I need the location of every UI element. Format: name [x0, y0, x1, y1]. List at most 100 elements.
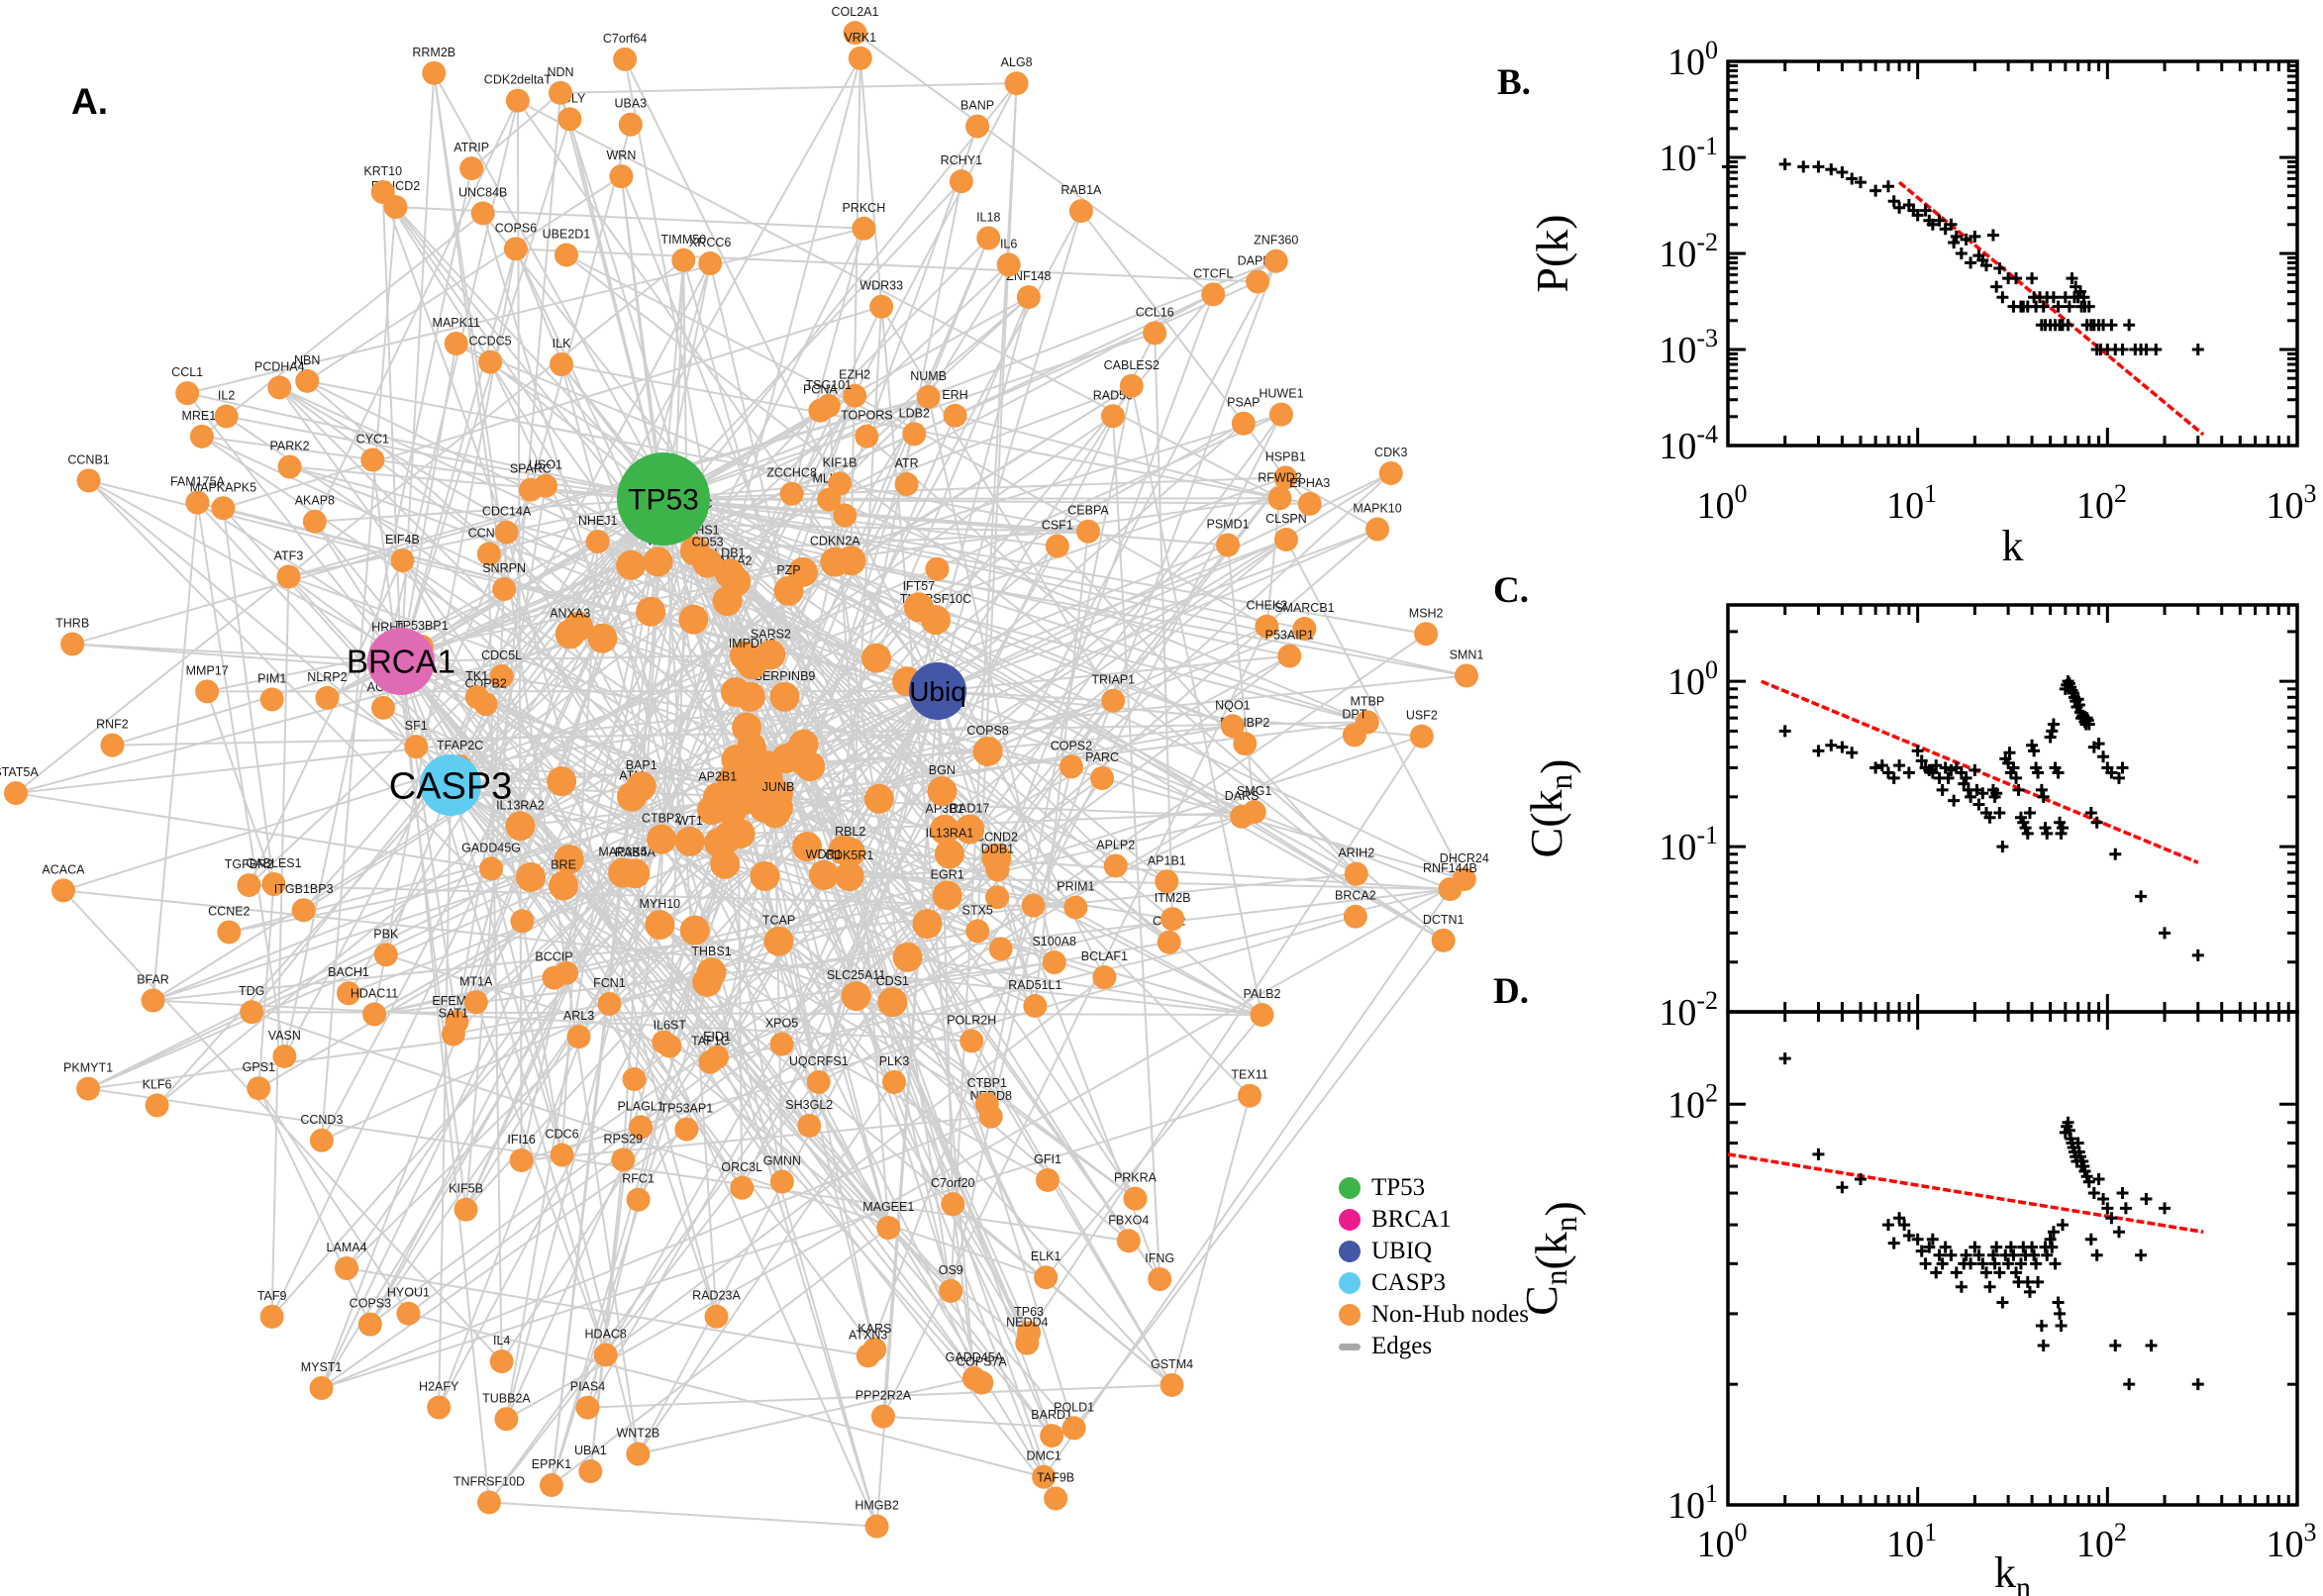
- network-node[interactable]: [965, 919, 990, 944]
- network-node[interactable]: [441, 1022, 465, 1047]
- network-node[interactable]: [608, 857, 639, 888]
- network-node[interactable]: [626, 771, 656, 802]
- network-node[interactable]: [1242, 800, 1266, 825]
- network-node[interactable]: [698, 1049, 723, 1074]
- network-node[interactable]: [731, 712, 761, 743]
- network-node[interactable]: [60, 632, 85, 656]
- network-node[interactable]: [309, 1128, 334, 1152]
- network-node[interactable]: [769, 1032, 794, 1056]
- network-node[interactable]: [616, 549, 647, 580]
- network-node[interactable]: [76, 1076, 101, 1101]
- network-node[interactable]: [943, 403, 967, 428]
- network-node[interactable]: [941, 1192, 965, 1217]
- network-node[interactable]: [373, 943, 398, 967]
- network-node[interactable]: [476, 542, 501, 566]
- network-node[interactable]: [1365, 517, 1390, 542]
- network-node[interactable]: [1116, 1229, 1141, 1253]
- network-node[interactable]: [503, 237, 528, 261]
- network-node[interactable]: [949, 169, 973, 194]
- network-node[interactable]: [267, 375, 292, 400]
- network-node[interactable]: [315, 685, 340, 710]
- network-node[interactable]: [1277, 644, 1302, 668]
- network-node[interactable]: [547, 766, 577, 797]
- network-node[interactable]: [613, 47, 638, 71]
- network-node[interactable]: [1016, 285, 1041, 310]
- network-node[interactable]: [489, 664, 514, 689]
- network-node[interactable]: [773, 575, 804, 606]
- network-node[interactable]: [1216, 533, 1241, 557]
- network-node[interactable]: [1119, 373, 1144, 398]
- network-node[interactable]: [337, 981, 361, 1006]
- network-node[interactable]: [1161, 907, 1185, 932]
- network-node[interactable]: [1267, 486, 1292, 511]
- network-node[interactable]: [1201, 282, 1226, 307]
- network-node[interactable]: [587, 623, 618, 653]
- network-node[interactable]: [1297, 491, 1322, 516]
- network-node[interactable]: [360, 448, 385, 472]
- network-node[interactable]: [459, 156, 484, 181]
- network-node[interactable]: [1034, 1265, 1059, 1290]
- network-node[interactable]: [516, 861, 547, 892]
- network-node[interactable]: [996, 252, 1021, 277]
- network-node[interactable]: [657, 1034, 682, 1058]
- network-node[interactable]: [916, 384, 941, 409]
- network-node[interactable]: [357, 1312, 382, 1337]
- network-node[interactable]: [479, 856, 504, 881]
- network-node[interactable]: [1100, 404, 1125, 429]
- network-node[interactable]: [1148, 1267, 1172, 1292]
- network-node[interactable]: [302, 509, 327, 534]
- network-node[interactable]: [843, 383, 867, 408]
- network-node[interactable]: [762, 792, 793, 823]
- network-node[interactable]: [1231, 411, 1256, 436]
- network-node[interactable]: [494, 1407, 519, 1432]
- network-node[interactable]: [1021, 893, 1046, 918]
- network-node[interactable]: [769, 1169, 794, 1194]
- hub-casp3[interactable]: [420, 754, 481, 816]
- network-node[interactable]: [550, 1143, 574, 1167]
- network-node[interactable]: [1063, 895, 1088, 920]
- network-node[interactable]: [454, 1197, 478, 1222]
- network-node[interactable]: [518, 477, 543, 502]
- network-node[interactable]: [549, 870, 579, 901]
- network-node[interactable]: [876, 1216, 901, 1241]
- network-node[interactable]: [704, 1304, 729, 1329]
- network-node[interactable]: [1250, 1003, 1274, 1028]
- network-node[interactable]: [1075, 519, 1100, 544]
- network-node[interactable]: [1040, 1424, 1064, 1448]
- network-node[interactable]: [1246, 269, 1270, 294]
- network-node[interactable]: [835, 837, 865, 867]
- network-node[interactable]: [1044, 1486, 1068, 1511]
- network-node[interactable]: [463, 990, 488, 1015]
- network-node[interactable]: [932, 880, 962, 911]
- network-node[interactable]: [295, 368, 320, 393]
- network-node[interactable]: [217, 920, 242, 945]
- network-node[interactable]: [643, 547, 673, 577]
- network-node[interactable]: [792, 832, 823, 862]
- network-node[interactable]: [611, 1147, 636, 1172]
- network-node[interactable]: [816, 393, 841, 418]
- network-node[interactable]: [1268, 402, 1293, 427]
- network-node[interactable]: [593, 1343, 618, 1367]
- network-node[interactable]: [554, 243, 578, 267]
- network-node[interactable]: [1220, 714, 1245, 739]
- network-node[interactable]: [1431, 928, 1456, 952]
- network-node[interactable]: [834, 861, 864, 892]
- network-node[interactable]: [679, 915, 710, 946]
- network-node[interactable]: [597, 991, 622, 1016]
- network-node[interactable]: [1004, 71, 1029, 96]
- network-node[interactable]: [476, 1490, 501, 1515]
- network-node[interactable]: [955, 814, 985, 845]
- network-node[interactable]: [1343, 904, 1367, 929]
- network-node[interactable]: [855, 424, 879, 449]
- network-node[interactable]: [494, 520, 519, 545]
- network-node[interactable]: [404, 735, 429, 759]
- network-node[interactable]: [698, 251, 723, 276]
- network-node[interactable]: [692, 548, 723, 578]
- network-node[interactable]: [362, 1002, 387, 1027]
- network-node[interactable]: [843, 21, 867, 46]
- hub-brca1[interactable]: [367, 628, 435, 695]
- network-node[interactable]: [195, 679, 220, 704]
- network-node[interactable]: [856, 1344, 880, 1368]
- network-node[interactable]: [444, 331, 468, 355]
- network-node[interactable]: [1101, 688, 1126, 713]
